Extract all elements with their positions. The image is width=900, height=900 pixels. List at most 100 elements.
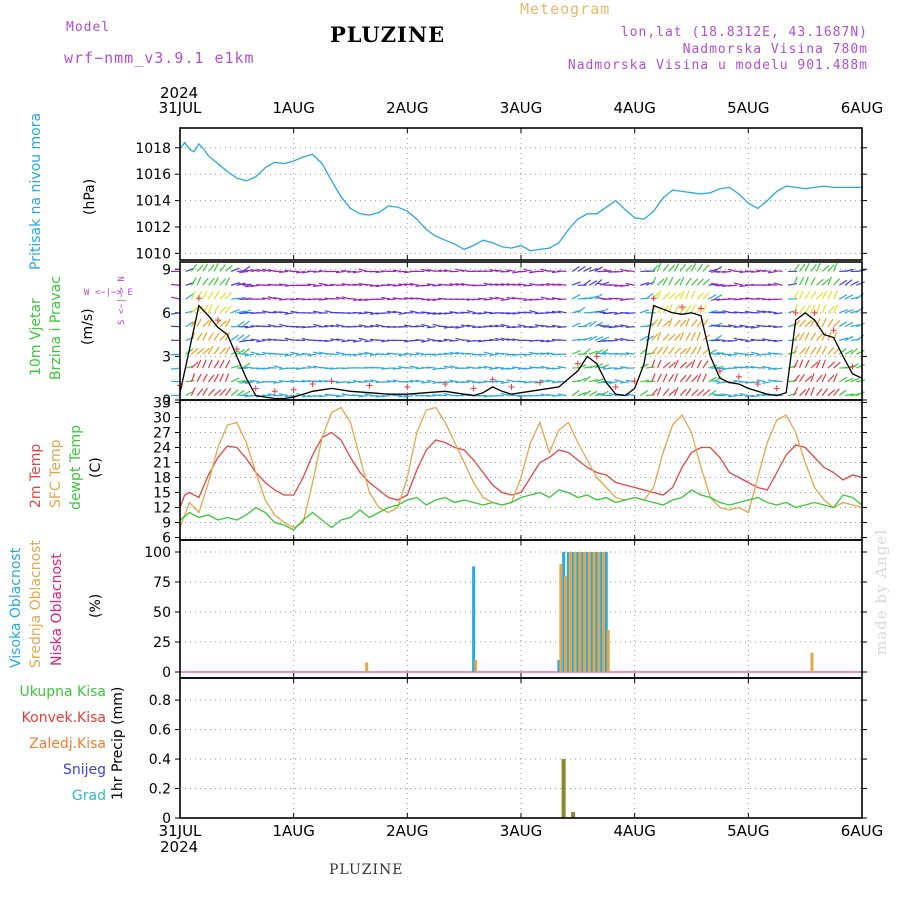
wind-barb <box>341 270 351 273</box>
wind-barb <box>225 305 232 314</box>
wind-barb <box>827 290 833 300</box>
wind-barb <box>662 346 669 355</box>
wind-barb <box>170 380 181 383</box>
wind-barb <box>850 348 858 355</box>
wind-barb <box>702 292 710 300</box>
wind-barb <box>696 278 704 286</box>
wind-barb <box>213 305 220 314</box>
wind-barb <box>517 324 527 328</box>
wind-barb <box>352 283 362 286</box>
wind-barb <box>301 379 311 383</box>
wind-barb <box>551 324 561 328</box>
wind-barb <box>679 331 685 341</box>
wind-barb <box>716 339 726 342</box>
wind-barb <box>844 279 853 286</box>
wind-barb <box>679 347 688 355</box>
wind-barb <box>656 359 662 369</box>
wind-barb <box>330 394 340 397</box>
wind-barb <box>690 304 696 314</box>
wind-barb <box>224 346 231 355</box>
wind-barb <box>196 388 204 397</box>
wind-barb <box>242 348 250 355</box>
y-tick-label: 0.6 <box>149 723 171 739</box>
wind-barb <box>685 388 692 396</box>
wind-barb <box>815 359 821 369</box>
precip-legend-item: Grad <box>71 788 106 804</box>
date-label: 2AUG <box>386 99 429 117</box>
wind-barb <box>722 393 732 397</box>
wind-barb <box>583 266 592 272</box>
wind-barb <box>250 338 260 342</box>
wind-barb <box>358 337 368 342</box>
wind-barb <box>534 352 544 355</box>
wind-barb <box>702 389 711 397</box>
wind-barb <box>656 262 662 272</box>
cloud-bar <box>600 552 604 672</box>
wind-barb <box>762 310 772 314</box>
lonlat-label: lon,lat (18.8312E, 43.1687N) <box>620 25 868 40</box>
wind-barb <box>685 277 692 286</box>
wind-barb <box>421 284 431 287</box>
wind-barb <box>296 326 306 328</box>
wind-barb <box>517 367 527 370</box>
wind-barb <box>443 338 453 342</box>
wind-barb <box>668 389 677 397</box>
wind-barb <box>489 269 499 273</box>
wind-barb <box>398 395 408 398</box>
wind-barb <box>850 363 859 369</box>
wind-barb <box>540 393 550 397</box>
wind-barb <box>219 373 224 383</box>
wind-barb <box>773 269 783 273</box>
wind-barb <box>798 290 804 300</box>
wind-barb <box>804 263 810 272</box>
wind-barb <box>546 339 556 343</box>
wind-barb <box>369 284 379 287</box>
wind-barb <box>739 324 749 328</box>
wind-barb <box>307 353 317 357</box>
wind-barb <box>685 374 692 383</box>
wind-barb <box>656 373 662 383</box>
wind-barb <box>244 269 254 273</box>
wind-barb <box>494 380 505 383</box>
wind-barb <box>313 270 323 273</box>
wind-barb <box>500 381 510 384</box>
cloud-bar <box>604 552 608 672</box>
wind-barb <box>364 379 374 383</box>
wind-barb <box>810 264 817 272</box>
wind-barb <box>614 367 624 370</box>
wind-barb <box>577 306 586 314</box>
wind-barb <box>301 395 311 398</box>
wind-barb <box>219 264 226 272</box>
wind-barb <box>668 361 676 369</box>
wind-barb <box>571 389 580 397</box>
wind-barb <box>679 305 687 314</box>
wind-barb <box>443 352 453 355</box>
y-tick-label: 1010 <box>135 246 171 262</box>
date-label: 1AUG <box>272 822 315 840</box>
wind-barb <box>449 379 459 383</box>
year-top: 2024 <box>160 84 199 102</box>
y-tick-label: 30 <box>153 411 171 427</box>
wind-barb <box>594 378 604 383</box>
wind-barb <box>793 264 800 272</box>
wind-barb <box>557 283 567 286</box>
wind-barb <box>594 336 604 341</box>
wind-barb <box>662 263 670 272</box>
wind-barb <box>239 270 249 274</box>
wind-barb <box>727 284 738 287</box>
wind-barb <box>651 333 659 341</box>
wind-barb <box>656 387 662 396</box>
wind-barb <box>702 373 707 383</box>
wind-barb <box>386 380 397 383</box>
wind-barb <box>455 351 465 355</box>
wind-barb <box>810 304 816 314</box>
wind-barb <box>494 366 504 369</box>
wind-barb <box>472 353 482 356</box>
wind-barb <box>202 263 209 272</box>
wind-barb <box>523 367 533 370</box>
wind-barb <box>856 363 865 369</box>
wind-barb <box>335 338 345 342</box>
wind-barb <box>242 309 252 314</box>
wind-barb <box>375 339 385 342</box>
wind-barb <box>571 266 581 272</box>
